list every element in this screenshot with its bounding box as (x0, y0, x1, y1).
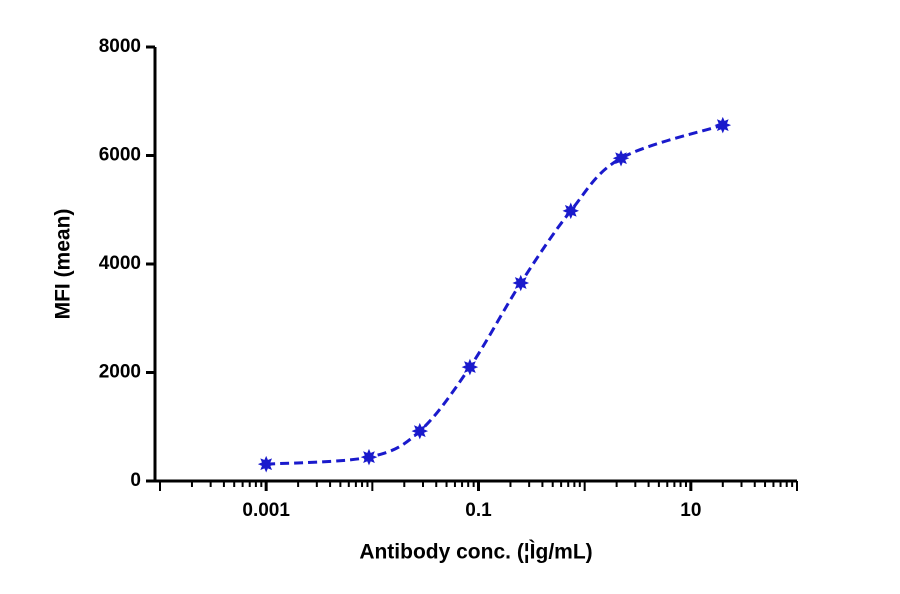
y-axis-title: MFI (mean) (52, 209, 75, 320)
y-tick-label: 0 (130, 470, 141, 491)
y-tick-label: 8000 (99, 36, 141, 57)
data-point (512, 274, 530, 292)
y-tick-label: 4000 (99, 253, 141, 274)
y-tick-label: 2000 (99, 362, 141, 383)
x-tick-label: 0.1 (465, 500, 492, 521)
data-point (257, 455, 275, 473)
data-point (360, 448, 378, 466)
x-tick-label: 10 (680, 500, 701, 521)
data-point (612, 149, 630, 167)
data-point (714, 116, 732, 134)
data-point (411, 422, 429, 440)
x-tick-label: 0.001 (242, 500, 290, 521)
fit-curve (266, 123, 724, 466)
data-point (461, 358, 479, 376)
x-axis-title: Antibody conc. (¦Ìg/mL) (359, 541, 592, 564)
y-tick-label: 6000 (99, 145, 141, 166)
data-point (562, 202, 580, 220)
